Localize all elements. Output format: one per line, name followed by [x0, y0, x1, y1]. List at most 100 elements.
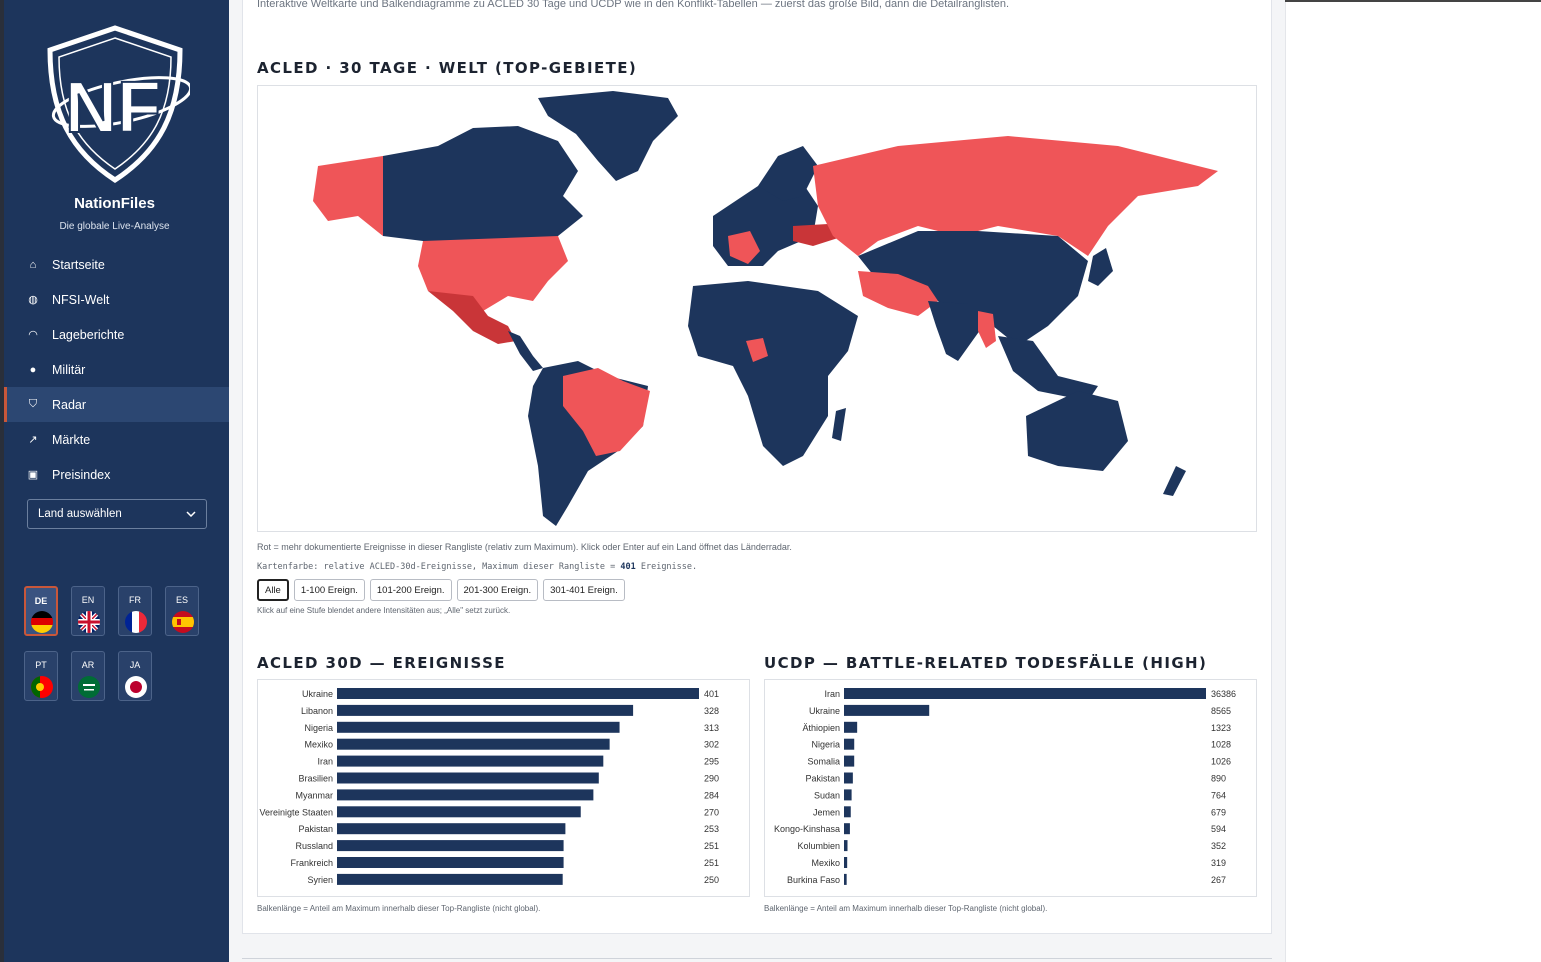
bar-value: 250 [704, 875, 719, 885]
map-country-japan [1088, 248, 1113, 286]
sidebar-item-preisindex[interactable]: ▣ Preisindex [4, 457, 229, 492]
language-de-button[interactable]: DE [24, 586, 58, 636]
bar[interactable] [844, 840, 848, 852]
top-border [1285, 0, 1541, 2]
bar[interactable] [337, 755, 604, 767]
chart-icon: ↗ [28, 434, 38, 446]
map-country-nigeria [746, 338, 768, 362]
sidebar-item-militär[interactable]: ● Militär [4, 352, 229, 387]
bar-value: 1028 [1211, 740, 1231, 750]
bar[interactable] [337, 857, 564, 868]
bar[interactable] [844, 721, 858, 733]
filter-button-4[interactable]: 301-401 Ereign. [543, 579, 625, 601]
map-country-greenland [538, 91, 678, 181]
sidebar-item-label: Lageberichte [52, 327, 125, 342]
bar[interactable] [337, 721, 620, 733]
bar-label: Libanon [301, 706, 333, 716]
sidebar-item-märkte[interactable]: ↗ Märkte [4, 422, 229, 457]
sidebar-item-lageberichte[interactable]: ◠ Lageberichte [4, 317, 229, 352]
bar-label: Iran [317, 757, 333, 767]
sa-flag-icon [78, 676, 100, 698]
bar-label: Äthiopien [802, 723, 840, 733]
bar[interactable] [337, 704, 634, 716]
bar[interactable] [337, 789, 594, 801]
globe-icon: ◍ [28, 294, 38, 306]
country-select[interactable]: Land auswählen [27, 499, 207, 529]
bar[interactable] [844, 755, 855, 767]
brand-name: NationFiles [74, 195, 155, 212]
bar-value: 251 [704, 858, 719, 868]
language-code: DE [34, 596, 48, 606]
filter-button-3[interactable]: 201-300 Ereign. [456, 579, 539, 601]
bar[interactable] [844, 772, 853, 784]
sidebar-nav: ⌂ Startseite ◍ NFSI-Welt ◠ Lageberichte ● Milit… [4, 247, 229, 492]
bar-label: Vereinigte Staaten [259, 807, 333, 817]
bar[interactable] [844, 704, 930, 716]
bar[interactable] [844, 738, 855, 750]
bar-label: Kolumbien [797, 841, 840, 851]
map-country-france [728, 231, 760, 264]
bar[interactable] [337, 840, 564, 852]
bar-label: Pakistan [805, 774, 840, 784]
bar-value: 328 [704, 706, 719, 716]
map-country-india [928, 301, 983, 361]
map-country-russia [813, 136, 1218, 256]
bar-label: Frankreich [290, 858, 333, 868]
bar-value: 401 [704, 689, 719, 699]
bar-value: 302 [704, 740, 719, 750]
bar-label: Nigeria [304, 723, 333, 733]
world-map-svg[interactable] [258, 86, 1256, 531]
language-pt-button[interactable]: PT [24, 651, 58, 701]
bar[interactable] [844, 823, 850, 835]
map-country-madagascar [832, 408, 846, 441]
bar-label: Brasilien [298, 774, 333, 784]
bar-value: 594 [1211, 824, 1226, 834]
map-country-australia [1026, 391, 1128, 471]
nationfiles-logo[interactable]: NF [40, 24, 190, 184]
bar[interactable] [844, 789, 852, 801]
bar-label: Iran [824, 689, 840, 699]
sidebar-item-radar[interactable]: ⛉ Radar [4, 387, 229, 422]
language-en-button[interactable]: EN [71, 586, 105, 636]
earth-icon: ● [29, 363, 37, 376]
svg-text:NF: NF [65, 68, 161, 148]
filter-button-0[interactable]: Alle [257, 579, 289, 601]
map-legend-text: Rot = mehr dokumentierte Ereignisse in d… [257, 542, 792, 552]
rss-icon: ◠ [28, 329, 38, 341]
intensity-filters: Alle 1-100 Ereign. 101-200 Ereign. 201-300 … [257, 579, 625, 601]
bar[interactable] [337, 823, 566, 835]
sidebar-item-startseite[interactable]: ⌂ Startseite [4, 247, 229, 282]
bar-value: 270 [704, 807, 719, 817]
world-map[interactable] [257, 85, 1257, 532]
map-country-central-america [508, 331, 543, 371]
acled-chart: Ukraine 401 Libanon 328 Nigeria 313 Mexiko 302 I… [257, 679, 750, 897]
filter-button-2[interactable]: 101-200 Ereign. [369, 579, 452, 601]
language-ja-button[interactable]: JA [118, 651, 152, 701]
language-code: EN [81, 595, 95, 605]
sidebar-item-nfsi-welt[interactable]: ◍ NFSI-Welt [4, 282, 229, 317]
bar[interactable] [337, 688, 699, 699]
bar[interactable] [844, 857, 848, 868]
bar-value: 313 [704, 723, 719, 733]
bar[interactable] [337, 738, 610, 750]
bar-label: Kongo-Kinshasa [774, 824, 840, 834]
shield-icon: ⛉ [28, 398, 38, 410]
bar[interactable] [337, 873, 563, 885]
bar[interactable] [337, 772, 599, 784]
language-fr-button[interactable]: FR [118, 586, 152, 636]
bar[interactable] [337, 806, 581, 818]
language-code: ES [175, 595, 188, 605]
bottom-divider [242, 958, 1272, 959]
filter-button-1[interactable]: 1-100 Ereign. [293, 579, 365, 601]
sidebar-item-label: NFSI-Welt [52, 292, 110, 307]
language-ar-button[interactable]: AR [71, 651, 105, 701]
map-country-myanmar [978, 311, 996, 348]
bar[interactable] [844, 806, 851, 818]
bar[interactable] [844, 873, 847, 885]
language-es-button[interactable]: ES [165, 586, 199, 636]
bar[interactable] [844, 688, 1206, 699]
bar-value: 8565 [1211, 706, 1231, 716]
bar-value: 764 [1211, 790, 1226, 800]
sidebar-item-label: Radar [52, 397, 87, 412]
map-country-africa [688, 281, 858, 466]
